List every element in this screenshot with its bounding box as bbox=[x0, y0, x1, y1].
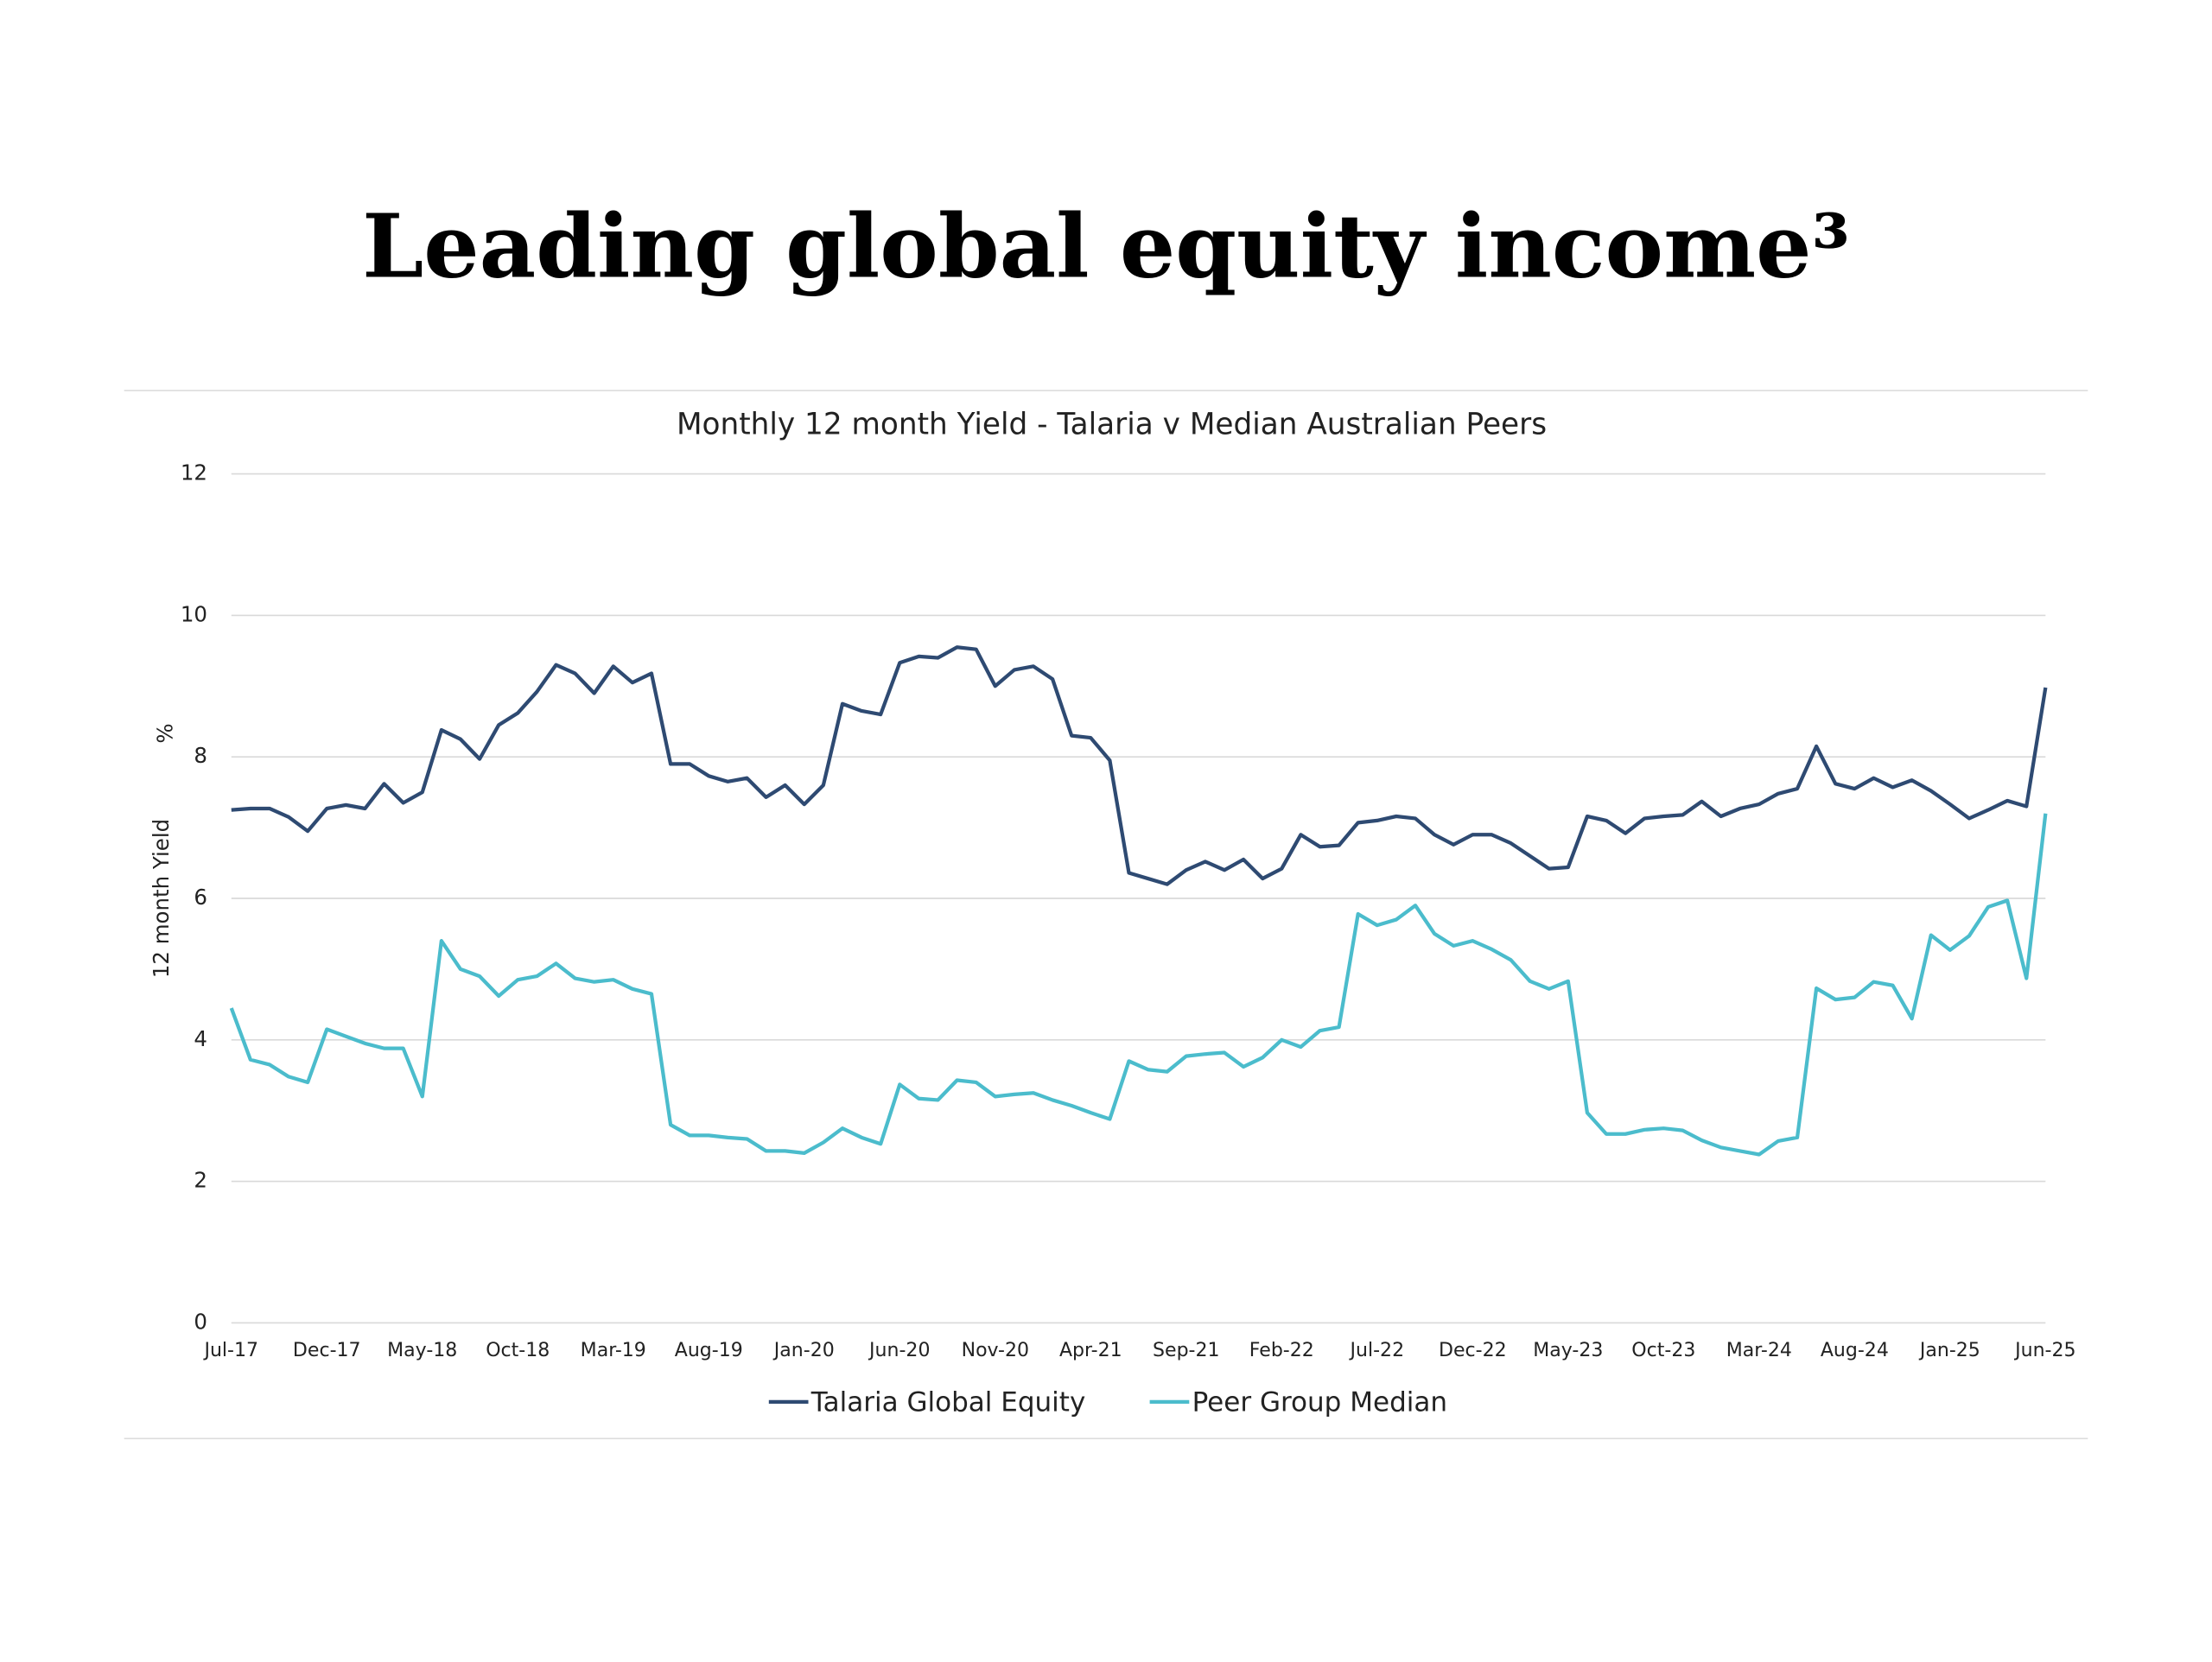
y-axis-label: 12 month Yield bbox=[149, 819, 174, 978]
chart-title: Monthly 12 month Yield - Talaria v Media… bbox=[677, 408, 1547, 442]
x-tick-label: Oct-23 bbox=[1631, 1340, 1695, 1361]
y-tick-label: 10 bbox=[181, 601, 207, 626]
y-tick-label: 8 bbox=[194, 743, 207, 768]
x-tick-label: Jun-25 bbox=[2013, 1340, 2075, 1361]
y-tick-label: 4 bbox=[194, 1026, 207, 1051]
series-line bbox=[231, 645, 2048, 886]
y-tick-label: 12 bbox=[181, 460, 207, 485]
x-tick-label: Oct-18 bbox=[486, 1340, 550, 1361]
page-title: Leading global equity income³ bbox=[362, 194, 1850, 297]
x-tick-label: Sep-21 bbox=[1153, 1340, 1220, 1361]
x-tick-label: Dec-22 bbox=[1439, 1340, 1507, 1361]
y-tick-label: 0 bbox=[194, 1309, 207, 1334]
x-tick-label: May-18 bbox=[387, 1340, 457, 1361]
x-tick-label: Mar-24 bbox=[1726, 1340, 1792, 1361]
y-axis-unit: % bbox=[153, 723, 178, 743]
y-tick-label: 6 bbox=[194, 885, 207, 910]
x-tick-label: Feb-22 bbox=[1249, 1340, 1314, 1361]
x-tick-label: Jan-20 bbox=[772, 1340, 835, 1361]
legend-label: Peer Group Median bbox=[1192, 1386, 1447, 1418]
x-tick-label: Jul-22 bbox=[1349, 1340, 1405, 1361]
series-line bbox=[229, 813, 2048, 1157]
x-tick-label: Apr-21 bbox=[1059, 1340, 1122, 1361]
y-tick-label: 2 bbox=[194, 1168, 207, 1193]
x-tick-label: Aug-19 bbox=[675, 1340, 743, 1361]
x-tick-label: May-23 bbox=[1533, 1340, 1603, 1361]
x-tick-label: Jul-17 bbox=[202, 1340, 258, 1361]
x-tick-label: Nov-20 bbox=[962, 1340, 1029, 1361]
x-tick-label: Jun-20 bbox=[868, 1340, 930, 1361]
x-tick-label: Jan-25 bbox=[1918, 1340, 1980, 1361]
x-tick-label: Mar-19 bbox=[581, 1340, 646, 1361]
x-tick-label: Aug-24 bbox=[1821, 1340, 1889, 1361]
x-tick-label: Dec-17 bbox=[293, 1340, 361, 1361]
legend-label: Talaria Global Equity bbox=[810, 1386, 1086, 1418]
